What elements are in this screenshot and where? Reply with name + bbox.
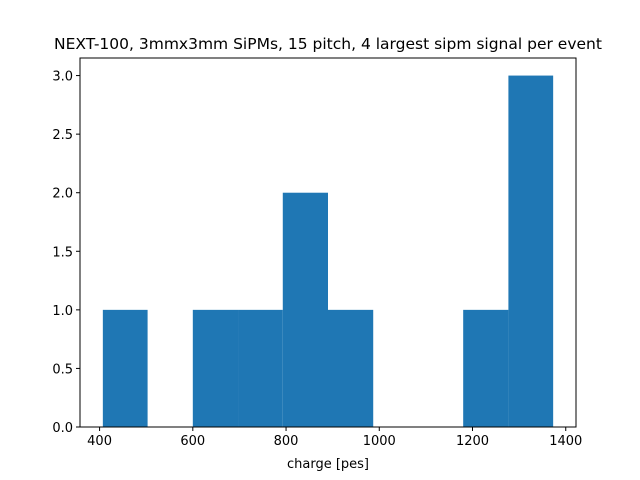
plot-frame xyxy=(79,57,577,428)
x-tick-label: 600 xyxy=(180,434,205,449)
histogram-bar xyxy=(238,309,283,427)
x-tick-label: 1200 xyxy=(456,434,489,449)
histogram-bar xyxy=(463,309,509,427)
histogram-bar xyxy=(328,309,374,427)
y-tick-label: 1.5 xyxy=(52,245,73,260)
y-tick-label: 2.5 xyxy=(52,128,73,143)
y-tick-label: 2.0 xyxy=(52,187,73,202)
x-tick-label: 800 xyxy=(274,434,299,449)
x-axis-label: charge [pes] xyxy=(287,457,369,472)
y-tick-label: 0.5 xyxy=(52,362,73,377)
y-tick-label: 1.0 xyxy=(52,304,73,319)
x-tick-label: 1000 xyxy=(363,434,396,449)
histogram-bar xyxy=(192,309,239,427)
x-tick-label: 1400 xyxy=(549,434,582,449)
bars-group xyxy=(102,75,554,428)
x-tick-label: 400 xyxy=(87,434,112,449)
histogram-bar xyxy=(282,192,328,427)
chart-title: NEXT-100, 3mmx3mm SiPMs, 15 pitch, 4 lar… xyxy=(54,35,602,53)
y-tick-label: 3.0 xyxy=(52,70,73,85)
histogram-bar xyxy=(508,75,554,428)
y-tick-label: 0.0 xyxy=(52,421,73,436)
y-axis-ticks: 0.0 0.5 1.0 1.5 2.0 2.5 3.0 xyxy=(52,70,80,436)
histogram-bar xyxy=(102,309,148,427)
x-axis-ticks: 400 600 800 1000 1200 1400 xyxy=(87,427,582,449)
